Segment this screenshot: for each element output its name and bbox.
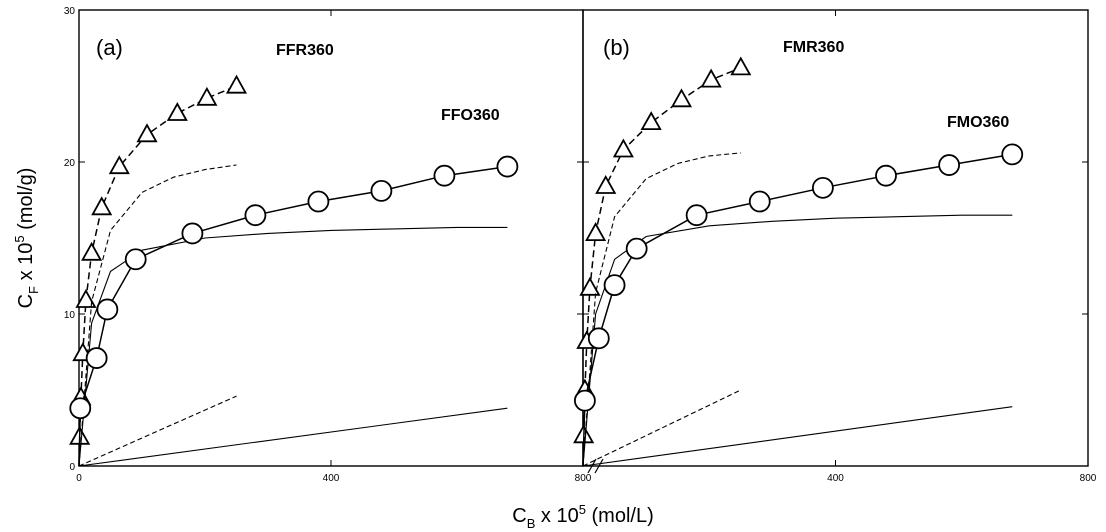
panel-a-circle-point: [433, 164, 456, 187]
x-axis-title-sub: B: [527, 516, 536, 531]
plot-layer: 0 10 20 30 0 400 (a) FFR360 FFO360 800 400 800 (b) FM…: [64, 6, 1097, 484]
panel-a-circle-point: [124, 248, 147, 271]
panel-a-triangle-point: [225, 74, 248, 94]
panel-b-circle-point: [685, 204, 708, 227]
panel-b-triangle-point: [585, 222, 607, 242]
panel-a-fit-curve: [78, 395, 237, 467]
y-axis-title-rest: x 10: [15, 243, 37, 286]
panel-b-circle-point: [748, 190, 771, 213]
panel-b-circle-point: [573, 389, 596, 412]
panel-b-circle-point: [875, 164, 897, 187]
panel-b-frame: [582, 9, 1089, 467]
panel-b-triangle-point: [612, 138, 634, 158]
panel-a-circle-point: [181, 222, 204, 245]
y-axis-title-sup: 5: [12, 235, 27, 242]
panel-b-triangle-point: [579, 276, 601, 296]
panel-b-circle-point: [625, 237, 648, 260]
panel-a-frame: [78, 9, 584, 467]
panel-b-circle-point: [587, 327, 610, 350]
x-axis-title-rest: x 10: [535, 505, 578, 527]
panel-a-fit-curve: [78, 226, 508, 467]
panel-a-series-line: [78, 165, 508, 467]
panel-a-triangle-point: [136, 123, 158, 143]
panel-a-circle-point: [69, 397, 92, 420]
axis-break-mark: [587, 458, 597, 474]
panel-a-triangle-point: [91, 196, 113, 216]
y-axis-title-main: C: [15, 294, 37, 308]
x-axis-title-main: C: [512, 505, 526, 527]
y-axis-title-sub: F: [26, 286, 41, 294]
panel-b-series-line: [582, 153, 1013, 467]
axis-break-mark: [594, 458, 604, 474]
panel-b-series-label: FMO360: [947, 114, 1009, 131]
panel-b-triangle-point: [730, 56, 752, 76]
panel-a-triangle-point: [75, 288, 97, 308]
panel-b-circle-point: [811, 176, 834, 199]
panel-a-series-line: [78, 85, 237, 467]
panel-a-letter: (a): [96, 35, 123, 60]
panel-b-fit-curve: [582, 214, 1013, 467]
panel-a-triangle-point: [108, 155, 130, 175]
panel-a-circle-point: [96, 298, 119, 321]
panel-b-triangle-point: [670, 88, 693, 108]
panel-a-fit-curve: [78, 164, 237, 467]
panel-a-fit-curve: [78, 407, 508, 467]
panel-b-fit-curve: [582, 152, 741, 467]
panel-a-y-tick-label: 10: [64, 310, 76, 321]
panel-a-circle-point: [85, 347, 108, 369]
panel-a-circle-point: [307, 190, 330, 213]
panel-a-triangle-point: [81, 241, 103, 261]
panel-b-triangle-point: [595, 174, 617, 194]
panel-b-circle-point: [603, 274, 626, 297]
panel-b-series-label: FMR360: [783, 39, 844, 56]
panel-b-series-line: [582, 67, 742, 467]
panel-b-triangle-point: [700, 68, 722, 88]
panel-a-y-tick-label: 20: [64, 158, 76, 169]
panel-b-fit-curve: [582, 406, 1013, 467]
x-axis-title: CB x 105 (mol/L): [512, 502, 654, 531]
panel-b-x-tick-label: 800: [575, 473, 592, 484]
panel-a-y-tick-label: 0: [69, 462, 75, 473]
panel-a-circle-point: [496, 155, 519, 178]
panel-b-x-tick-label: 400: [827, 473, 844, 484]
panel-a-x-tick-label: 0: [76, 473, 82, 484]
panel-b-letter: (b): [603, 35, 630, 60]
x-axis-title-unit: (mol/L): [586, 505, 654, 527]
panel-a-circle-point: [244, 204, 267, 227]
panel-b-circle-point: [938, 154, 961, 176]
panel-b-fit-curve: [582, 389, 742, 467]
panel-a-triangle-point: [166, 102, 188, 121]
panel-b-x-tick-label: 800: [1080, 473, 1097, 484]
panel-a-x-tick-label: 400: [323, 473, 340, 484]
panel-b-circle-point: [1001, 143, 1024, 166]
panel-a-y-tick-label: 30: [64, 6, 76, 17]
panel-a-series-label: FFR360: [276, 42, 334, 59]
panel-a-series-label: FFO360: [441, 107, 500, 124]
x-axis-title-sup: 5: [579, 502, 586, 517]
y-axis-title: CF x 105 (mol/g): [12, 168, 41, 309]
panel-a-circle-point: [370, 179, 393, 202]
panel-b-triangle-point: [640, 111, 662, 131]
panel-a-triangle-point: [196, 86, 218, 106]
y-axis-title-unit: (mol/g): [15, 168, 37, 236]
